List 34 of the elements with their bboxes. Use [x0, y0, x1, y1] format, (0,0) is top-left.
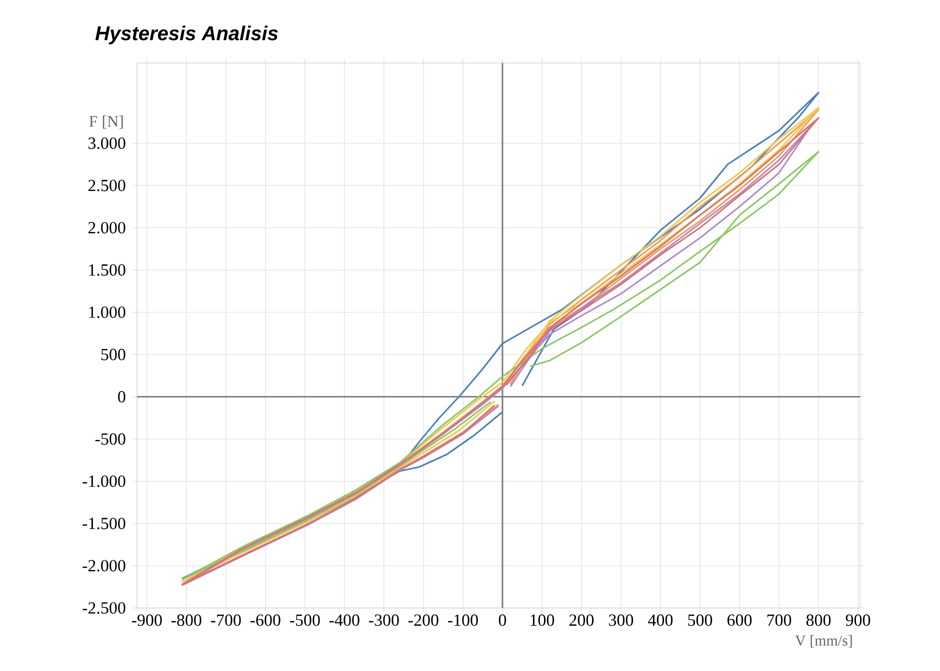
x-tick-label: 500 — [688, 614, 712, 626]
x-tick-label: -500 — [290, 614, 320, 626]
x-tick-label: -100 — [448, 614, 478, 626]
x-tick-label: 400 — [648, 614, 673, 626]
x-tick-label: 600 — [727, 614, 752, 626]
x-tick-label: 700 — [767, 614, 792, 626]
x-tick-label: 0 — [498, 614, 506, 626]
x-tick-label: -300 — [368, 614, 399, 626]
x-tick-label: 300 — [609, 614, 634, 626]
y-axis-title: F [N] — [89, 116, 123, 129]
y-tick-label: 2.500 — [88, 180, 126, 192]
y-tick-label: -2.000 — [82, 560, 126, 572]
x-tick-label: -800 — [171, 614, 202, 626]
y-tick-label: 1.500 — [89, 264, 126, 276]
chart-title: Hysteresis Analisis — [95, 26, 278, 44]
y-tick-label: 3.000 — [88, 138, 126, 150]
y-tick-label: 2.000 — [88, 222, 126, 234]
y-tick-label: -2.500 — [82, 602, 126, 614]
y-tick-label: 500 — [101, 348, 126, 360]
y-tick-label: 1.000 — [89, 306, 126, 318]
y-tick-label: -500 — [95, 433, 126, 445]
x-tick-label: -700 — [210, 614, 241, 626]
x-tick-label: -200 — [408, 614, 438, 626]
x-tick-label: 200 — [569, 614, 594, 626]
x-tick-label: -600 — [250, 614, 280, 626]
x-tick-label: 100 — [530, 614, 554, 626]
y-tick-label: 0 — [118, 391, 126, 402]
x-tick-label: -400 — [329, 614, 360, 626]
y-tick-label: -1.000 — [82, 475, 126, 488]
x-axis-title: V [mm/s] — [795, 635, 852, 648]
y-tick-label: -1.500 — [82, 518, 126, 530]
x-tick-label: 800 — [806, 614, 831, 626]
x-tick-label: -900 — [132, 614, 162, 626]
x-tick-label: 900 — [846, 614, 870, 626]
